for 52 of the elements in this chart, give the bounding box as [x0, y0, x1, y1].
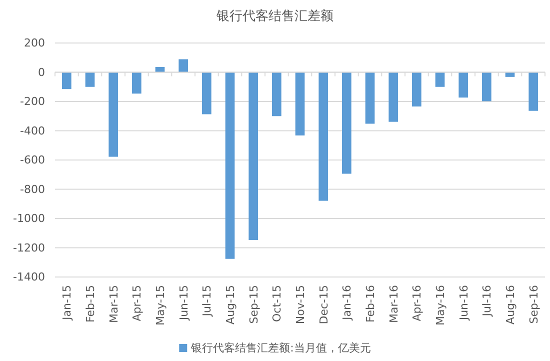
x-tick-label: Nov-15 [294, 285, 307, 324]
y-tick-label: -1400 [13, 270, 45, 284]
x-tick-label: Jan-15 [60, 285, 74, 321]
x-tick-label: Aug-15 [224, 285, 237, 324]
legend-label: 银行代客结售汇差额:当月值，亿美元 [190, 342, 371, 354]
x-tick-label: Feb-16 [364, 285, 377, 322]
bar [412, 72, 422, 106]
y-tick-label: 200 [24, 36, 45, 50]
bar [435, 72, 445, 87]
bar [132, 72, 142, 94]
x-tick-label: Dec-15 [317, 285, 330, 324]
x-tick-label: Sep-15 [247, 285, 260, 324]
bar [272, 72, 282, 116]
bar [108, 72, 118, 157]
bar [458, 72, 468, 98]
bar [295, 72, 305, 136]
x-tick-label: Jun-16 [457, 285, 470, 322]
y-tick-label: -1000 [13, 212, 45, 225]
bar [342, 72, 352, 174]
y-tick-label: 0 [38, 66, 45, 79]
bar [482, 72, 492, 102]
bar [248, 72, 258, 240]
y-tick-label: -200 [20, 95, 45, 108]
x-tick-label: Apr-15 [130, 285, 144, 322]
bar [388, 72, 398, 122]
x-tick-label: Apr-16 [410, 285, 424, 322]
x-tick-label: Sep-16 [527, 285, 540, 324]
bar [62, 72, 72, 90]
x-tick-label: Oct-15 [270, 285, 284, 322]
bar [318, 72, 328, 201]
bar [365, 72, 375, 124]
y-tick-label: -600 [20, 154, 45, 166]
x-tick-label: Jul-16 [480, 285, 494, 318]
x-tick-label: Jan-16 [340, 285, 354, 321]
x-tick-label: May-16 [434, 285, 447, 326]
x-tick-label: Jun-15 [177, 285, 190, 322]
y-tick-label: -400 [20, 124, 45, 138]
bar [178, 59, 188, 72]
bar [155, 66, 165, 72]
x-tick-label: Feb-15 [84, 285, 97, 322]
bar [528, 72, 538, 111]
x-tick-label: Aug-16 [504, 285, 517, 324]
bar [85, 72, 95, 87]
bar [202, 72, 212, 114]
bar [225, 72, 235, 259]
y-tick-label: -1200 [13, 241, 45, 254]
x-tick-label: Mar-15 [107, 285, 120, 324]
y-tick-label: -800 [20, 182, 45, 196]
x-tick-label: Jul-15 [200, 285, 214, 318]
chart-title: 银行代客结售汇差额 [216, 8, 334, 24]
x-tick-label: May-15 [154, 285, 167, 326]
x-tick-label: Mar-16 [387, 285, 400, 324]
